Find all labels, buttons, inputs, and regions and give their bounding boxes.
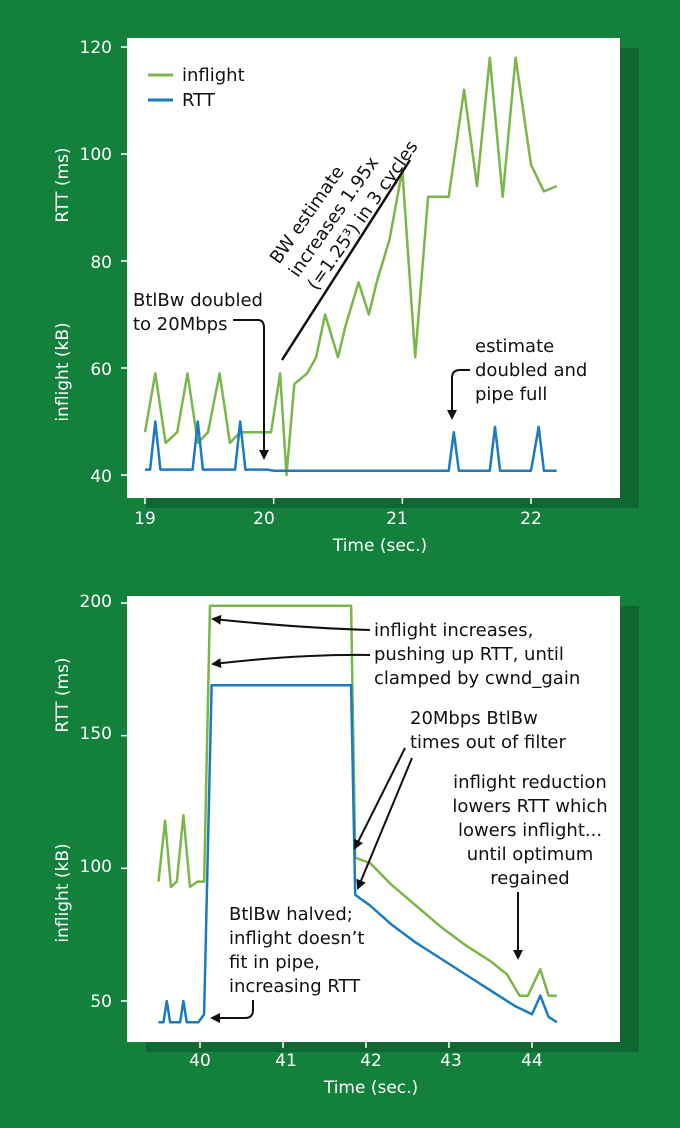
chart-2-y-axis-label-inflight: inflight (kB) — [53, 843, 73, 942]
chart-2-y-axis-label-rtt: RTT (ms) — [53, 657, 73, 732]
chart-2: 50 100 150 200 40 41 42 43 44 Time (sec.… — [53, 592, 639, 1098]
annotation-line: inflight doesn’t — [229, 928, 364, 949]
annotation-slope-line — [280, 159, 412, 361]
y-tick-label: 150 — [80, 724, 112, 744]
y-tick-label: 100 — [80, 145, 112, 165]
y-tick-label: 80 — [90, 253, 112, 273]
chart-1-x-axis-label: Time (sec.) — [332, 536, 427, 556]
chart-1: 40 60 80 100 120 19 20 21 22 Time (sec.)… — [53, 38, 639, 556]
annotation-line: regained — [490, 868, 569, 889]
annotation-line: clamped by cwnd_gain — [374, 668, 580, 689]
annotation-pipe-full: estimate doubled and pipe full — [447, 336, 587, 420]
series-line-rtt — [158, 684, 558, 1024]
annotation-line: pipe full — [475, 384, 547, 405]
y-tick-label: 50 — [90, 992, 112, 1012]
x-tick-label: 22 — [520, 509, 542, 529]
annotation-cwnd-gain: inflight increases, pushing up RTT, unti… — [211, 614, 580, 689]
x-tick-label: 40 — [189, 1051, 211, 1071]
annotation-arrow — [354, 747, 406, 850]
y-tick-label: 200 — [80, 592, 112, 612]
x-tick-label: 20 — [253, 509, 275, 529]
annotation-line: times out of filter — [410, 732, 567, 753]
annotation-btlbw-doubled: BtlBw doubled to 20Mbps — [133, 290, 269, 460]
chart-1-y-axis-label-rtt: RTT (ms) — [53, 147, 73, 222]
annotation-line: lowers RTT which — [452, 796, 607, 817]
annotation-line: inflight reduction — [453, 772, 607, 793]
annotation-line: fit in pipe, — [229, 952, 320, 973]
y-tick-label: 60 — [90, 360, 112, 380]
annotation-line: to 20Mbps — [133, 314, 227, 335]
chart-1-y-ticks: 40 60 80 100 120 — [80, 38, 112, 487]
y-tick-label: 40 — [90, 467, 112, 487]
annotation-arrow — [211, 614, 371, 631]
annotation-line: BtlBw doubled — [133, 290, 263, 311]
series-line-rtt — [145, 420, 557, 472]
annotation-arrow — [356, 757, 413, 890]
chart-1-legend: inflight RTT — [148, 65, 245, 111]
annotation-line: inflight increases, — [374, 620, 533, 641]
annotation-line: until optimum — [467, 844, 594, 865]
annotation-inflight-reduction: inflight reduction lowers RTT which lowe… — [452, 772, 608, 960]
annotation-line: lowers inflight... — [458, 820, 602, 841]
chart-2-x-ticks: 40 41 42 43 44 — [189, 1051, 543, 1071]
x-tick-label: 42 — [360, 1051, 382, 1071]
series-line-inflight — [143, 56, 558, 477]
annotation-line: increasing RTT — [229, 976, 361, 997]
x-tick-label: 41 — [275, 1051, 297, 1071]
chart-2-y-ticks: 50 100 150 200 — [80, 592, 112, 1012]
x-tick-label: 44 — [521, 1051, 543, 1071]
annotation-times-out: 20Mbps BtlBw times out of filter — [354, 708, 567, 890]
annotation-line: estimate — [475, 336, 554, 357]
annotation-arrow — [211, 653, 371, 669]
annotation-arrow — [210, 1000, 254, 1023]
y-tick-label: 100 — [80, 857, 112, 877]
chart-1-y-axis-label-inflight: inflight (kB) — [53, 322, 73, 421]
annotation-line: 20Mbps BtlBw — [410, 708, 538, 729]
x-tick-label: 19 — [134, 509, 156, 529]
annotation-arrow — [233, 319, 269, 460]
legend-label-rtt: RTT — [182, 90, 216, 111]
y-tick-label: 120 — [80, 38, 112, 58]
x-tick-label: 43 — [440, 1051, 462, 1071]
legend-label-inflight: inflight — [182, 65, 245, 86]
annotation-line: BtlBw halved; — [229, 904, 353, 925]
x-tick-label: 21 — [386, 509, 408, 529]
annotation-line: doubled and — [475, 360, 587, 381]
chart-2-x-axis-label: Time (sec.) — [323, 1078, 418, 1098]
annotation-arrow — [447, 369, 470, 420]
annotation-line: pushing up RTT, until — [374, 644, 564, 665]
chart-1-x-ticks: 19 20 21 22 — [134, 509, 542, 529]
annotation-btlbw-halved: BtlBw halved; inflight doesn’t fit in pi… — [210, 904, 364, 1023]
